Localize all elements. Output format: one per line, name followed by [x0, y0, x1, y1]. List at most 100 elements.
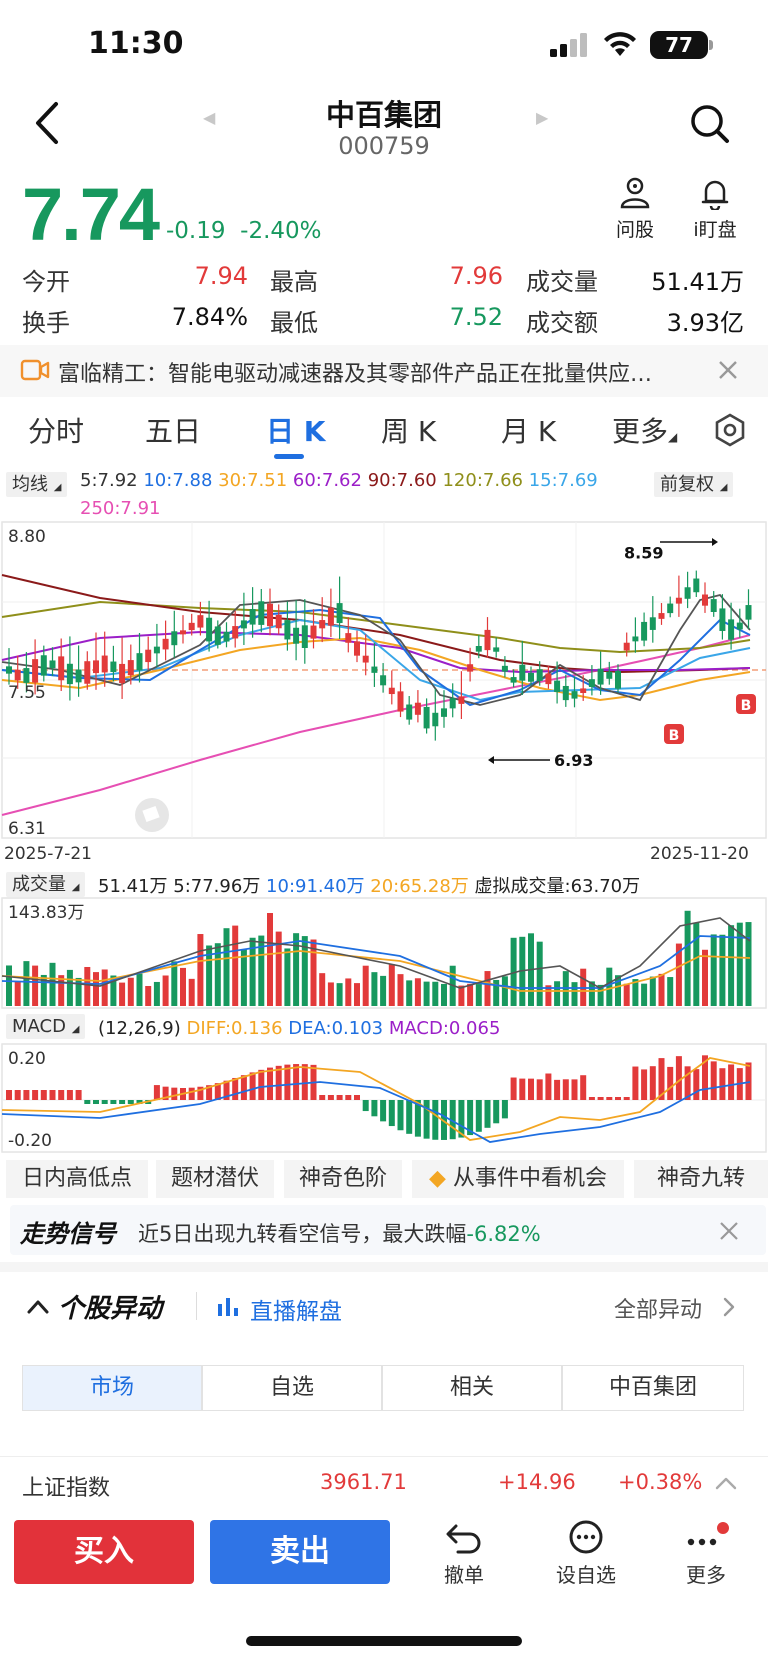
candle-body — [162, 638, 169, 650]
anomaly-title: 个股异动 — [58, 1294, 163, 1324]
candle-body — [75, 669, 82, 683]
news-ticker[interactable] — [0, 345, 768, 397]
candle-body — [641, 621, 648, 641]
tab-monthly-k[interactable]: 月 K — [501, 415, 557, 448]
volume-bar — [327, 982, 334, 1006]
segment-stock[interactable]: 中百集团 — [562, 1365, 744, 1411]
more-button[interactable]: 更多 — [666, 1520, 746, 1588]
volume-bar — [693, 922, 700, 1006]
candle-body — [101, 655, 108, 673]
feature-intraday-highlow[interactable]: 日内高低点 — [6, 1160, 148, 1198]
search-icon[interactable] — [688, 102, 732, 146]
volume-chart[interactable]: 143.83万 — [0, 896, 768, 1010]
candle-body — [23, 668, 30, 683]
volume-bar — [354, 983, 360, 1006]
candle-body — [223, 631, 230, 642]
candle-body — [345, 633, 352, 643]
volume-bar — [23, 961, 30, 1006]
candle-body — [684, 587, 691, 599]
candle-body — [319, 620, 326, 629]
live-commentary-link[interactable]: 直播解盘 — [250, 1299, 342, 1325]
macd-bar — [414, 1100, 421, 1137]
volume-bar — [58, 975, 65, 1006]
volume-bar — [127, 977, 134, 1006]
adjust-selector[interactable]: 前复权 ◢ — [654, 470, 734, 497]
index-bar[interactable] — [0, 1456, 768, 1508]
volume-bar — [406, 980, 413, 1006]
feature-color-scale[interactable]: 神奇色阶 — [284, 1160, 402, 1198]
macd-bar — [728, 1064, 735, 1100]
news-text[interactable]: 富临精工：智能电驱动减速器及其零部件产品正在批量供应… — [58, 362, 653, 387]
segment-market[interactable]: 市场 — [22, 1365, 202, 1411]
macd-bars — [6, 1055, 752, 1140]
macd-bar — [345, 1095, 352, 1100]
volume-bar — [171, 961, 178, 1006]
add-watchlist-button[interactable]: 设自选 — [546, 1520, 626, 1588]
feature-event-opportunity[interactable]: ◆ 从事件中看机会 — [412, 1160, 624, 1198]
chevron-up-icon[interactable] — [714, 1474, 738, 1492]
macd-chart[interactable]: 0.20 -0.20 — [0, 1042, 768, 1154]
candle-body — [528, 672, 534, 682]
macd-bar — [171, 1087, 178, 1100]
next-stock-icon[interactable]: ▶ — [536, 108, 549, 127]
macd-bar — [40, 1090, 47, 1100]
volume-bar — [75, 977, 82, 1006]
cancel-order-button[interactable]: 撤单 — [424, 1520, 504, 1588]
buy-button[interactable]: 买入 — [14, 1520, 194, 1584]
watch-button[interactable]: i盯盘 — [681, 176, 749, 242]
macd-bar — [710, 1061, 717, 1100]
volume-bar — [510, 937, 517, 1006]
feature-nine-turn[interactable]: 神奇九转 — [634, 1160, 768, 1198]
segment-watchlist[interactable]: 自选 — [202, 1365, 382, 1411]
macd-bar — [127, 1100, 134, 1104]
candle-body — [327, 607, 334, 626]
candle-body — [649, 617, 656, 630]
ma30-value: 30:7.51 — [218, 470, 288, 491]
volume-label: 成交量 — [526, 268, 598, 296]
cellular-signal-icon — [550, 33, 587, 57]
all-anomaly-link[interactable]: 全部异动 — [614, 1298, 703, 1323]
macd-bar — [136, 1100, 143, 1104]
back-icon[interactable] — [28, 98, 68, 148]
close-icon[interactable] — [716, 358, 740, 382]
chevron-right-icon[interactable] — [722, 1296, 736, 1318]
candle-body — [501, 665, 508, 672]
ma-selector[interactable]: 均线 ◢ — [6, 470, 68, 497]
macd-bar — [336, 1095, 343, 1100]
candle-body — [441, 708, 447, 717]
macd-params: (12,26,9) — [98, 1018, 181, 1039]
tab-more-label: 更多 — [612, 415, 669, 448]
macd-bar — [545, 1073, 552, 1100]
feature-theme[interactable]: 题材潜伏 — [156, 1160, 274, 1198]
candle-body — [658, 613, 665, 619]
macd-bar — [519, 1078, 526, 1100]
macd-selector[interactable]: MACD ◢ — [6, 1014, 86, 1039]
volume-bar — [188, 978, 195, 1006]
prev-stock-icon[interactable]: ◀ — [203, 108, 216, 127]
tab-more[interactable]: 更多◢ — [612, 415, 678, 448]
settings-icon[interactable] — [712, 412, 748, 448]
sell-button[interactable]: 卖出 — [210, 1520, 390, 1584]
tab-intraday[interactable]: 分时 — [28, 415, 85, 448]
volume-bar — [249, 937, 256, 1006]
kline-chart[interactable]: 8.59 6.93 B B 8.80 7.55 6.31 — [0, 520, 768, 840]
tab-daily-k[interactable]: 日 K — [266, 415, 326, 448]
candle-body — [84, 661, 91, 684]
tab-five-day[interactable]: 五日 — [145, 415, 202, 448]
close-icon[interactable] — [718, 1220, 740, 1242]
volume-bar — [441, 983, 447, 1006]
tab-weekly-k[interactable]: 周 K — [381, 415, 437, 448]
volume-selector[interactable]: 成交量 ◢ — [6, 870, 86, 897]
volume-bar — [14, 981, 21, 1006]
volume-bar — [310, 939, 317, 1006]
volume-bar — [571, 982, 578, 1006]
segment-related[interactable]: 相关 — [382, 1365, 562, 1411]
macd-bar — [188, 1087, 195, 1100]
diamond-icon: ◆ — [429, 1166, 446, 1191]
volume-bar — [380, 975, 387, 1006]
ask-stock-button[interactable]: 问股 — [601, 176, 669, 242]
trend-signal-bar[interactable] — [10, 1205, 766, 1255]
candle-body — [510, 677, 517, 683]
chevron-up-icon[interactable] — [26, 1296, 50, 1316]
ma-selector-label: 均线 — [12, 474, 48, 495]
